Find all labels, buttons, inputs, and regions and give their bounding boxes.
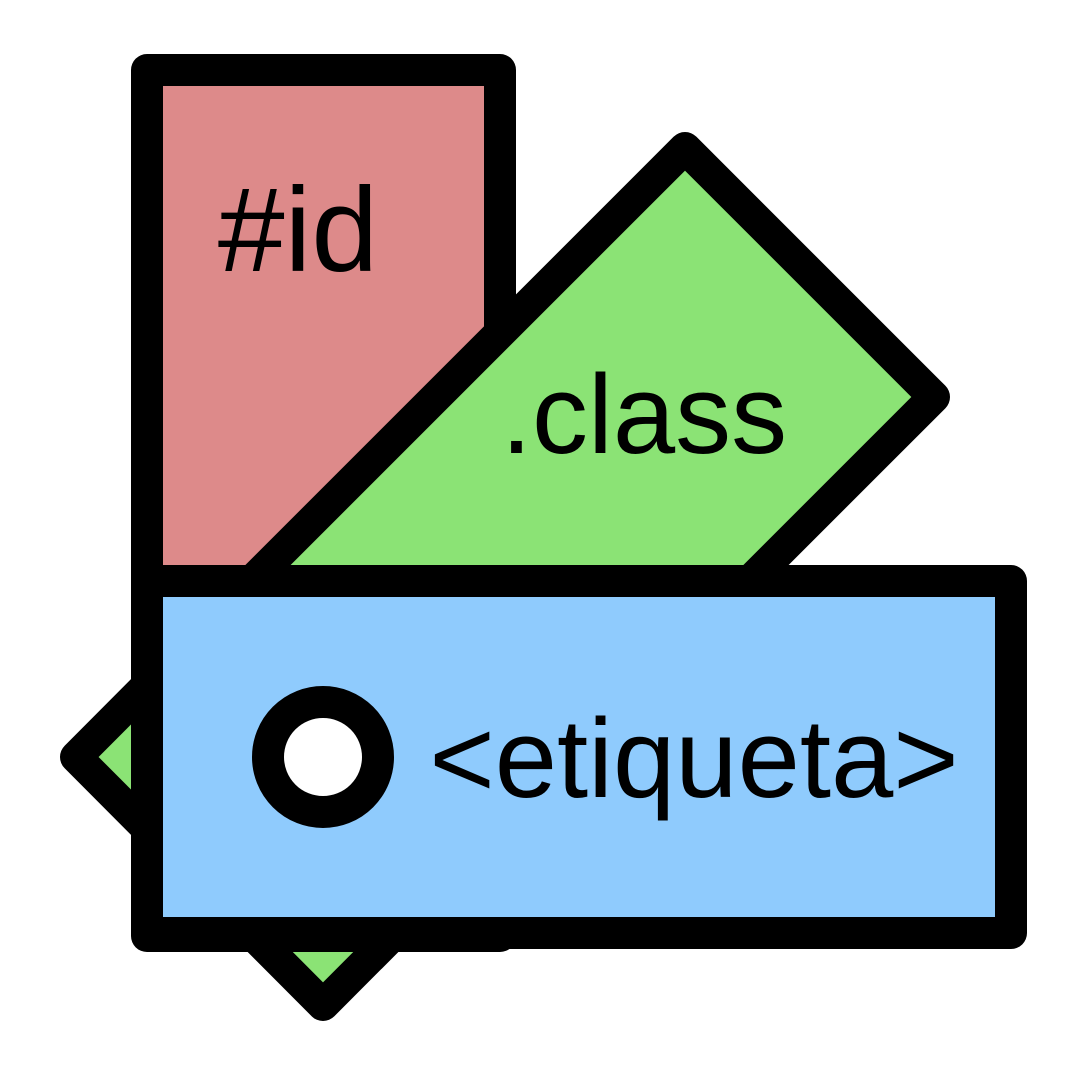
id-label: #id [218, 163, 378, 297]
ring-icon [252, 686, 394, 828]
tag-label: <etiqueta> [429, 696, 958, 821]
tag-box: <etiqueta> [131, 565, 1027, 949]
class-label: .class [501, 352, 787, 477]
